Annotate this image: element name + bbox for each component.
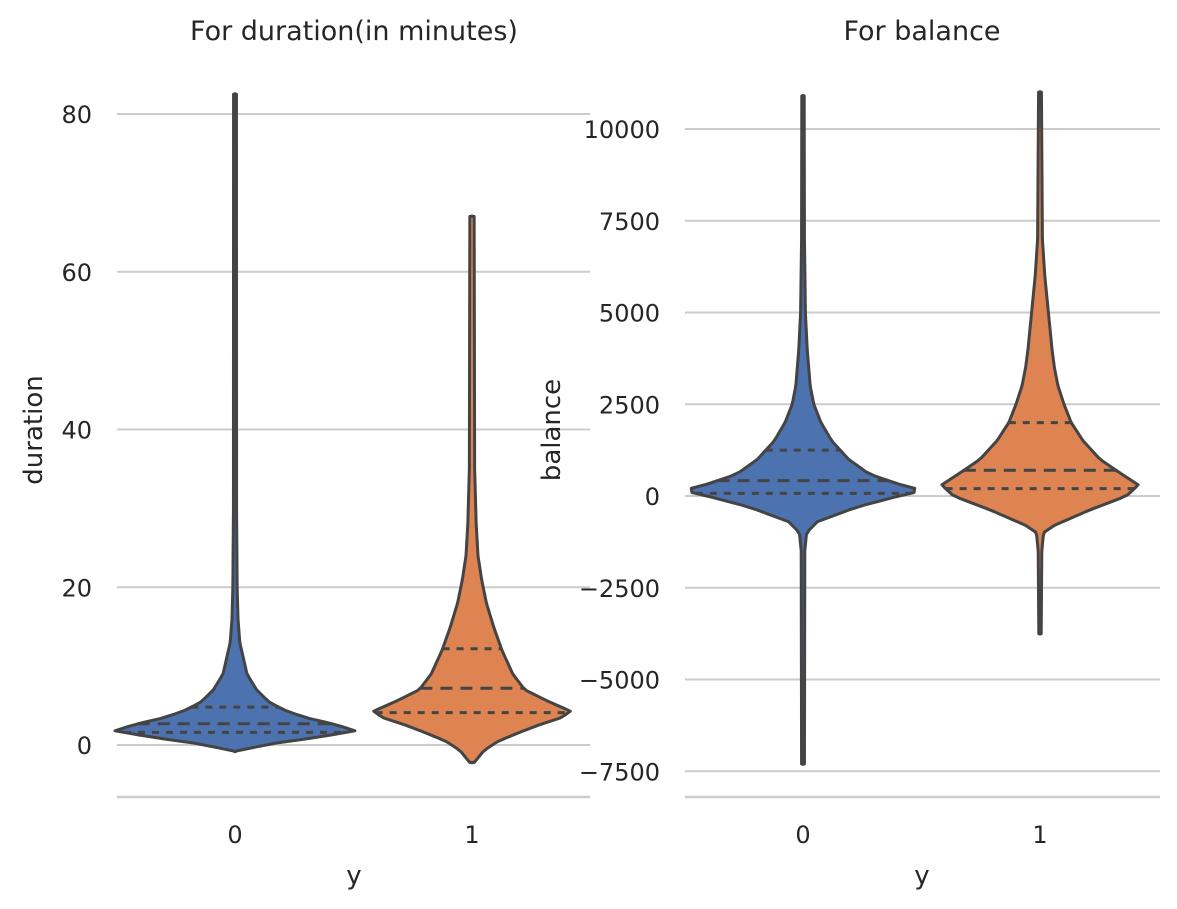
balance-y-tick-label: 5000 xyxy=(599,300,660,328)
balance-x-tick-labels: 01 xyxy=(795,821,1047,849)
balance-violin-0 xyxy=(691,96,914,764)
duration-y-tick-label: 80 xyxy=(61,101,92,129)
balance-y-tick-labels: 10000 7500 5000 2500 0 −2500 −5000 −7500 xyxy=(579,116,660,786)
duration-chart-title: For duration(in minutes) xyxy=(190,16,518,47)
duration-x-axis-label: y xyxy=(346,861,361,891)
duration-violin-0 xyxy=(115,94,355,751)
balance-violins xyxy=(691,92,1138,764)
balance-y-tick-label: 7500 xyxy=(599,208,660,236)
duration-violins xyxy=(115,94,570,762)
duration-violin-body-1 xyxy=(374,217,571,763)
duration-y-tick-label: 20 xyxy=(61,574,92,602)
duration-y-tick-label: 40 xyxy=(61,417,92,445)
duration-y-tick-label: 0 xyxy=(77,732,92,760)
balance-x-axis-label: y xyxy=(914,861,929,891)
balance-x-tick-label: 0 xyxy=(795,821,810,849)
balance-y-tick-label: 0 xyxy=(645,483,660,511)
duration-violin-body-0 xyxy=(115,94,355,751)
balance-y-tick-label: 2500 xyxy=(599,391,660,419)
balance-x-tick-label: 1 xyxy=(1032,821,1047,849)
duration-violin-panel: For duration(in minutes) duration y 0 20 4… xyxy=(19,16,590,891)
balance-violin-panel: For balance balance y 10000 7500 5000 2500 0… xyxy=(537,16,1160,891)
duration-x-tick-label: 1 xyxy=(464,821,479,849)
duration-y-tick-labels: 0 20 40 60 80 xyxy=(61,101,92,760)
balance-y-tick-label: −5000 xyxy=(579,667,660,695)
balance-violin-1 xyxy=(942,92,1138,633)
duration-y-tick-label: 60 xyxy=(61,259,92,287)
duration-y-axis-label: duration xyxy=(19,375,49,484)
balance-violin-body-0 xyxy=(691,96,914,764)
balance-y-tick-label: −7500 xyxy=(579,758,660,786)
balance-y-axis-label: balance xyxy=(537,379,567,481)
balance-y-tick-label: 10000 xyxy=(584,116,660,144)
duration-violin-1 xyxy=(374,217,571,763)
balance-chart-title: For balance xyxy=(843,16,1000,47)
balance-violin-body-1 xyxy=(942,92,1138,633)
duration-x-tick-labels: 01 xyxy=(227,821,479,849)
balance-y-tick-label: −2500 xyxy=(579,575,660,603)
duration-x-tick-label: 0 xyxy=(227,821,242,849)
